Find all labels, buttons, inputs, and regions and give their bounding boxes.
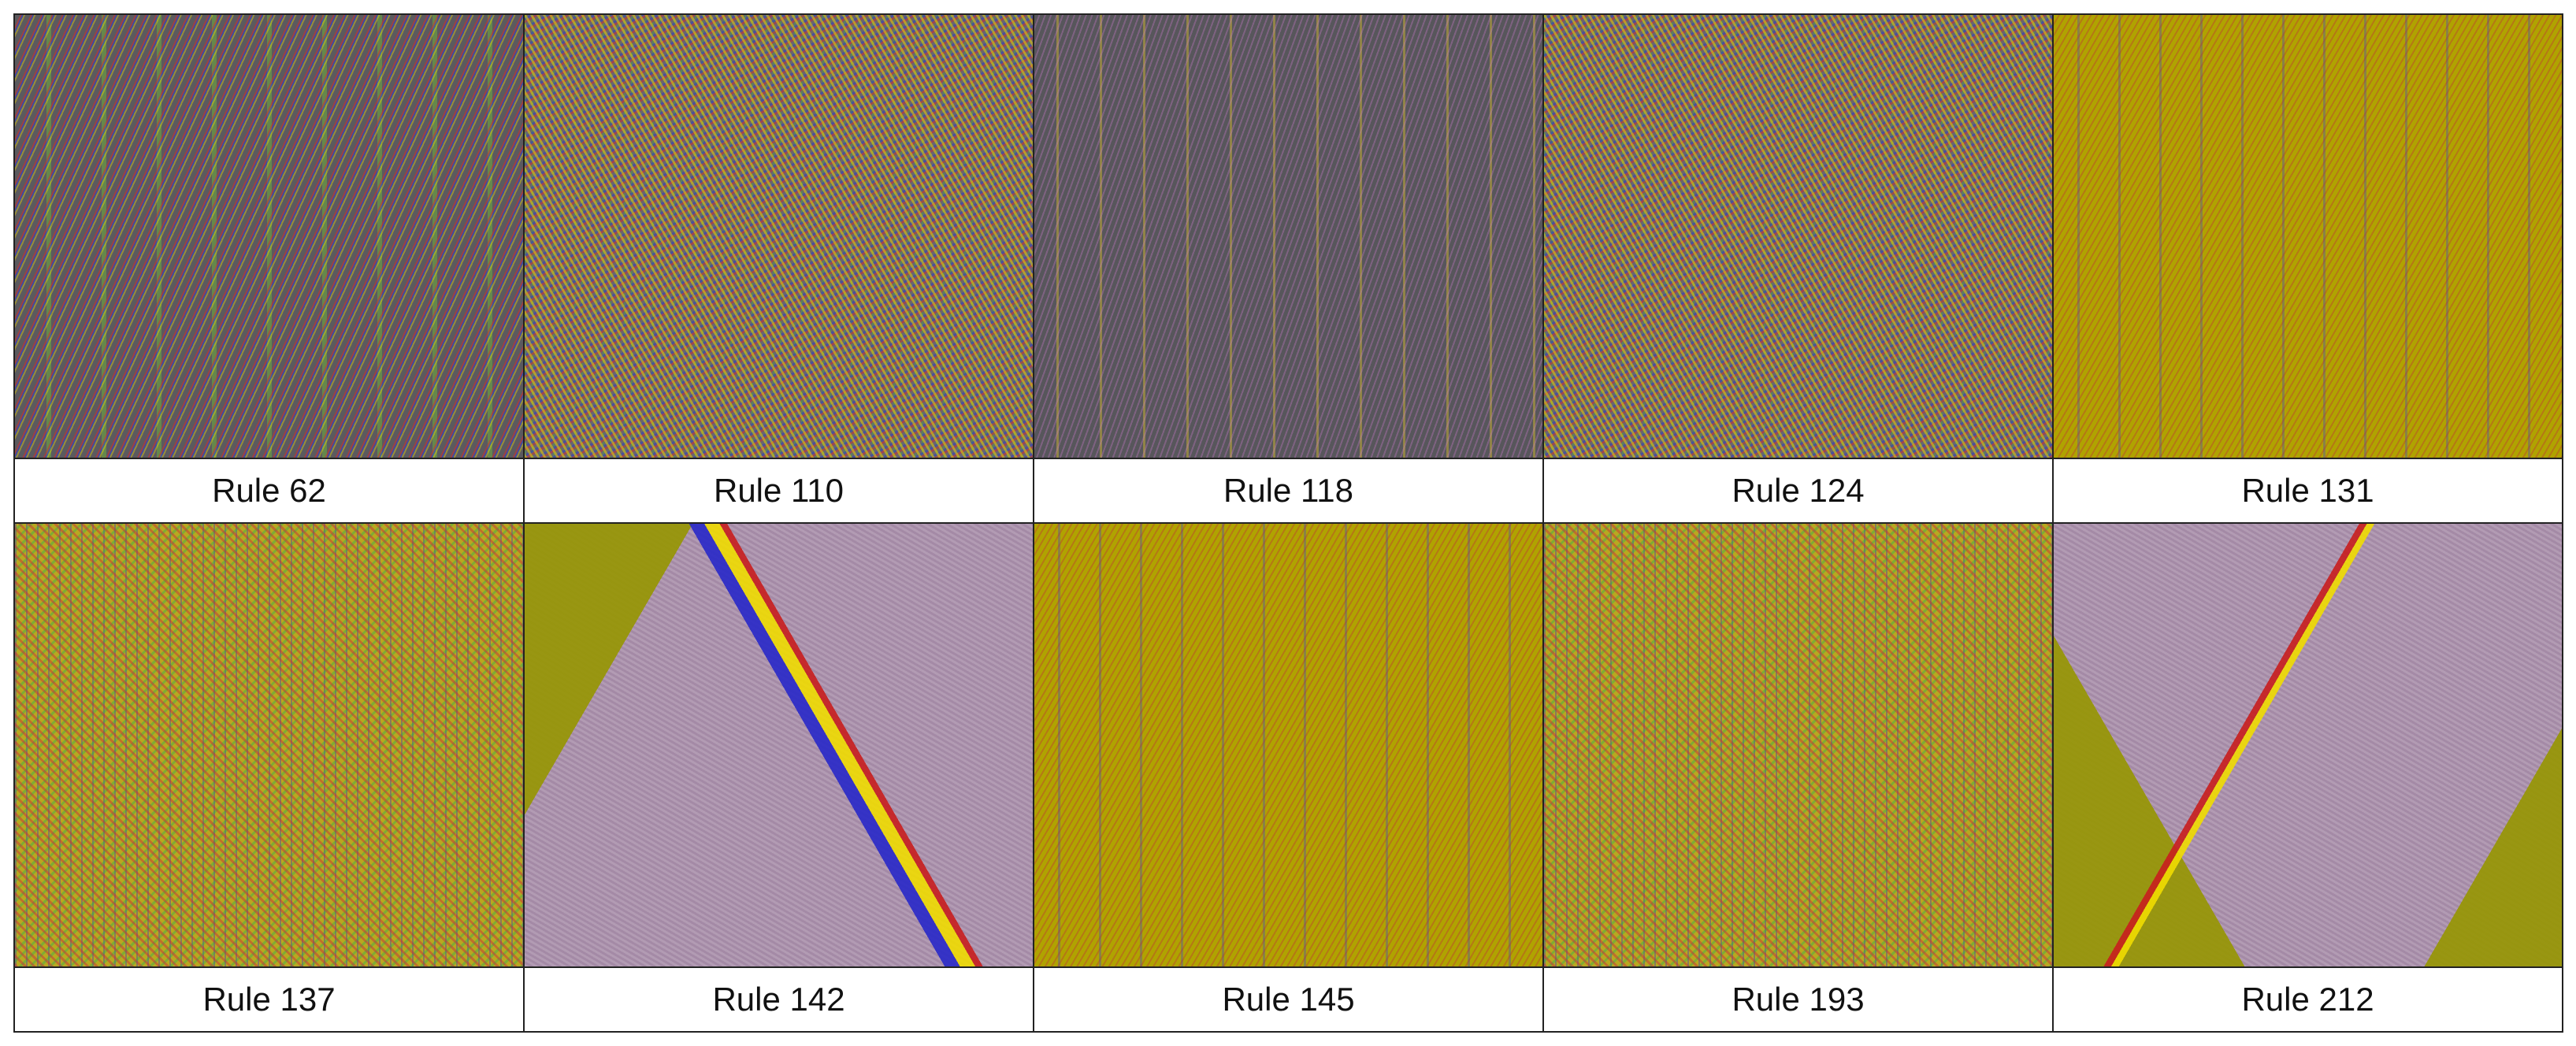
panel-label: Rule 142 <box>712 981 845 1018</box>
automaton-image <box>525 524 1033 968</box>
automaton-image <box>2054 15 2562 459</box>
automaton-image <box>15 15 523 459</box>
panel-label: Rule 137 <box>202 981 336 1018</box>
automaton-panel: Rule 145 <box>1034 524 1544 1033</box>
automaton-panel: Rule 110 <box>525 15 1034 524</box>
automaton-panel: Rule 137 <box>15 524 525 1033</box>
panel-label: Rule 110 <box>713 472 844 509</box>
automaton-panel: Rule 62 <box>15 15 525 524</box>
panel-label: Rule 193 <box>1732 981 1865 1018</box>
automaton-image <box>1544 15 2052 459</box>
automaton-image <box>1544 524 2052 968</box>
panel-label: Rule 145 <box>1222 981 1355 1018</box>
panel-label: Rule 131 <box>2241 472 2374 509</box>
automaton-panel: Rule 212 <box>2054 524 2563 1033</box>
panel-label: Rule 124 <box>1732 472 1865 509</box>
automaton-panel: Rule 131 <box>2054 15 2563 524</box>
automaton-panel: Rule 193 <box>1544 524 2054 1033</box>
automaton-panel: Rule 124 <box>1544 15 2054 524</box>
automaton-image <box>1034 15 1542 459</box>
panel-grid: Rule 62 Rule 110 Rule 118 Rule 124 Rule 131 R… <box>13 13 2563 1033</box>
automaton-image <box>1034 524 1542 968</box>
automaton-image <box>525 15 1033 459</box>
automaton-panel: Rule 142 <box>525 524 1034 1033</box>
panel-label: Rule 62 <box>212 472 326 509</box>
automaton-image <box>2054 524 2562 968</box>
panel-label: Rule 118 <box>1223 472 1353 509</box>
panel-label: Rule 212 <box>2241 981 2374 1018</box>
automaton-image <box>15 524 523 968</box>
automaton-panel: Rule 118 <box>1034 15 1544 524</box>
